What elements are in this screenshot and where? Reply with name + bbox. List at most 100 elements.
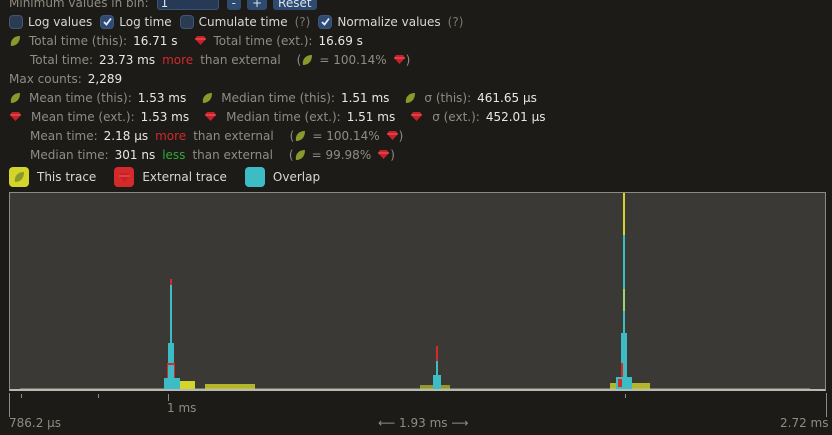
- decrement-button[interactable]: -: [226, 0, 241, 10]
- axis-right-edge: [826, 393, 827, 417]
- external-trace-label: External trace: [142, 170, 227, 184]
- median-diff-direction: less: [162, 147, 186, 162]
- peak-2: [433, 346, 441, 389]
- than-external-text: than external: [193, 128, 274, 143]
- total-diff-label: Total time:: [30, 52, 93, 67]
- max-counts-row: Max counts: 2,289: [9, 69, 122, 88]
- mean-ext-label: Mean time (ext.):: [31, 109, 135, 124]
- paren: ): [390, 147, 395, 162]
- min-values-row: Minimum values in bin: 1 - + Reset: [9, 0, 317, 12]
- than-external-text: than external: [200, 52, 281, 67]
- this-stats-row: Mean time (this): 1.53 ms Median time (t…: [9, 88, 537, 107]
- cumulate-time-checkbox[interactable]: [179, 14, 194, 29]
- histogram-plot[interactable]: [9, 192, 826, 391]
- log-time-label[interactable]: Log time: [119, 14, 172, 29]
- normalize-help-icon[interactable]: (?): [447, 14, 464, 29]
- gem-icon: [194, 35, 207, 46]
- minor-tick: [21, 394, 22, 398]
- paren: (: [288, 147, 294, 162]
- gem-icon: [393, 54, 406, 65]
- gem-icon: [118, 172, 131, 183]
- minor-tick: [625, 394, 626, 398]
- options-row: Log values Log time Cumulate time (?) No…: [9, 12, 463, 31]
- paren: ): [398, 128, 404, 143]
- axis-range: ⟵ 1.93 ms ⟶: [378, 416, 469, 430]
- minor-tick: [98, 394, 99, 398]
- cumulate-help-icon[interactable]: (?): [294, 14, 311, 29]
- axis-min-label: 786.2 μs: [9, 416, 62, 430]
- overlap-swatch: [244, 167, 265, 187]
- histogram-bars: [20, 193, 810, 389]
- legend: This trace External trace Overlap: [9, 166, 338, 188]
- paren: (: [289, 128, 295, 143]
- sigma-ext-value: 452.01 μs: [485, 109, 546, 124]
- axis-range-label: 1.93 ms: [399, 416, 448, 430]
- mean-ratio: = 100.14%: [312, 128, 380, 143]
- total-diff-value: 23.73 ms: [99, 52, 156, 67]
- max-counts-value: 2,289: [87, 71, 123, 86]
- max-counts-label: Max counts:: [9, 71, 82, 86]
- mean-ext-value: 1.53 ms: [140, 109, 190, 124]
- mean-this-value: 1.53 ms: [137, 90, 187, 105]
- reset-button[interactable]: Reset: [273, 0, 317, 10]
- log-values-label[interactable]: Log values: [28, 14, 93, 29]
- peak-1: [164, 279, 180, 389]
- leaf-icon: [294, 130, 306, 142]
- gem-icon: [9, 111, 22, 122]
- overlap-label: Overlap: [272, 170, 321, 184]
- this-trace-label: This trace: [37, 170, 97, 184]
- normalize-values-checkbox[interactable]: [318, 14, 333, 29]
- sigma-this-label: σ (this):: [424, 90, 472, 105]
- leaf-icon: [201, 92, 213, 104]
- mean-diff-direction: more: [155, 128, 187, 143]
- total-diff-row: Total time: 23.73 ms more than external …: [30, 50, 410, 69]
- external-trace-swatch: [114, 167, 135, 187]
- axis-left-edge: [9, 393, 10, 417]
- sigma-ext-label: σ (ext.):: [432, 109, 480, 124]
- min-values-label: Minimum values in bin:: [9, 0, 149, 10]
- normalize-values-label[interactable]: Normalize values: [337, 14, 441, 29]
- median-ext-label: Median time (ext.):: [226, 109, 341, 124]
- sigma-this-value: 461.65 μs: [477, 90, 537, 105]
- leaf-icon: [9, 35, 21, 47]
- axis-max-label: 2.72 ms: [780, 416, 829, 430]
- than-external-text: than external: [192, 147, 273, 162]
- paren: ): [405, 52, 411, 67]
- gem-icon: [204, 111, 217, 122]
- mean-diff-label: Mean time:: [30, 128, 98, 143]
- total-this-label: Total time (this):: [29, 33, 128, 48]
- total-ratio: = 100.14%: [319, 52, 387, 67]
- mean-this-label: Mean time (this):: [29, 90, 132, 105]
- cumulate-time-label[interactable]: Cumulate time: [198, 14, 288, 29]
- leaf-icon: [294, 149, 306, 161]
- mean-diff-value: 2.18 μs: [103, 128, 149, 143]
- min-values-input[interactable]: 1: [156, 0, 219, 10]
- median-this-value: 1.51 ms: [340, 90, 390, 105]
- gem-icon: [377, 149, 390, 160]
- left-arrow-icon: ⟵: [378, 416, 396, 430]
- right-arrow-icon: ⟶: [451, 416, 469, 430]
- peak-3: [616, 193, 632, 389]
- leaf-icon: [404, 92, 416, 104]
- check-icon: [320, 16, 331, 27]
- log-time-checkbox[interactable]: [100, 14, 115, 29]
- increment-button[interactable]: +: [246, 0, 268, 10]
- total-ext-value: 16.69 s: [318, 33, 363, 48]
- log-values-checkbox[interactable]: [9, 14, 23, 29]
- median-diff-value: 301 ns: [114, 147, 156, 162]
- check-icon: [102, 16, 113, 27]
- major-tick: [168, 394, 169, 401]
- median-ratio: = 99.98%: [311, 147, 372, 162]
- this-trace-swatch: [9, 167, 29, 187]
- median-diff-label: Median time:: [30, 147, 109, 162]
- median-diff-row: Median time: 301 ns less than external (…: [30, 145, 395, 164]
- tick-label-1ms: 1 ms: [167, 401, 197, 415]
- total-diff-direction: more: [162, 52, 194, 67]
- ext-stats-row: Mean time (ext.): 1.53 ms Median time (e…: [9, 107, 546, 126]
- totals-row: Total time (this): 16.71 s Total time (e…: [9, 31, 363, 50]
- median-ext-value: 1.51 ms: [346, 109, 396, 124]
- gem-icon: [386, 130, 399, 141]
- median-this-label: Median time (this):: [221, 90, 335, 105]
- gem-icon: [410, 111, 423, 122]
- mean-diff-row: Mean time: 2.18 μs more than external ( …: [30, 126, 403, 145]
